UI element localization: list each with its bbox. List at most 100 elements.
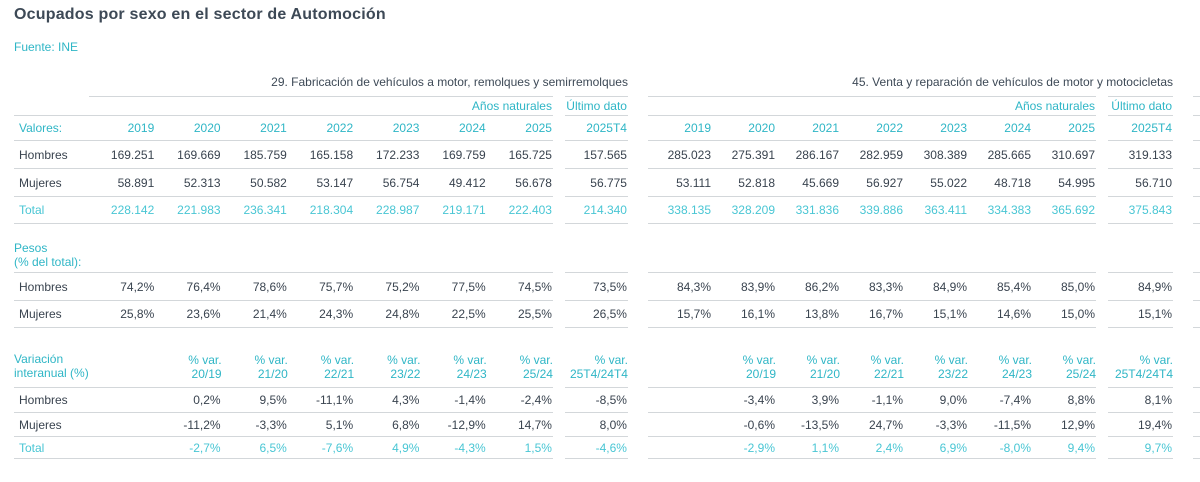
cell-value: -11,1% [287,387,355,412]
row-label: Mujeres [14,412,89,436]
cell-value: -1,1% [840,387,904,412]
text-line: 25/24 [522,367,553,381]
cell-value: 77,5% [420,272,487,300]
cell-value: 9,7% [1108,436,1173,459]
cell-value: 73,5% [564,272,628,300]
col-header-year: 2020 [155,115,222,140]
text-line: Variación [14,352,64,366]
var-col-header: % var. 24/23 [420,328,486,387]
cell-value: 84,9% [904,272,968,300]
text-line: % var. [519,353,553,367]
cell-value: 15,7% [648,300,712,328]
row-label: Total [14,196,89,224]
cell-value: 56.927 [840,168,904,196]
cell-value: 83,3% [840,272,904,300]
cell-value: 8,1% [1108,387,1173,412]
cell-value: 285.023 [648,140,712,168]
col-header-year: 2024 [420,115,487,140]
row-label: Hombres [14,272,89,300]
col-header-year: 2023 [354,115,421,140]
cell-value: 24,7% [840,412,904,436]
cell-value: -3,3% [904,412,968,436]
text-line: interanual (%) [14,366,89,380]
text-line: 20/19 [191,367,222,381]
line-stub [1193,436,1200,459]
empty-cell [648,412,712,436]
var-col-header: % var. 21/20 [222,328,288,387]
text-line: 22/21 [873,367,904,381]
text-line: % var. [934,353,968,367]
cell-value: 16,1% [712,300,776,328]
cell-value: 308.389 [904,140,968,168]
cell-value: 310.697 [1032,140,1096,168]
cell-value: 48.718 [968,168,1032,196]
valores-label: Valores: [14,115,89,140]
text-line: (% del total): [14,255,82,269]
cell-value: 74,2% [89,272,156,300]
cell-value: 14,6% [968,300,1032,328]
cell-value: 236.341 [221,196,288,224]
line-stub [1193,196,1200,224]
anos-naturales-label: Años naturales [648,96,1096,115]
text-line: 22/21 [324,367,355,381]
cell-value: 169.759 [420,140,487,168]
cell-value: 15,1% [904,300,968,328]
cell-value: -11,5% [968,412,1032,436]
cell-value: 6,8% [354,412,421,436]
text-line: Pesos [14,241,48,255]
cell-value: 19,4% [1108,412,1173,436]
cell-value: 334.383 [968,196,1032,224]
cell-value: 9,5% [221,387,288,412]
cell-value: -8,5% [564,387,628,412]
cell-value: 339.886 [840,196,904,224]
cell-value: -0,6% [712,412,776,436]
anos-naturales-label: Años naturales [89,96,553,115]
text-line: % var. [998,353,1032,367]
cell-value: 218.304 [287,196,355,224]
cell-value: 53.111 [648,168,712,196]
cell-value: 157.565 [564,140,628,168]
cell-value: 54.995 [1032,168,1096,196]
variacion-block-label: Variación interanual (%) [14,328,155,387]
cell-value: 84,3% [648,272,712,300]
cell-value: 363.411 [904,196,968,224]
cell-value: -1,4% [420,387,487,412]
cell-value: 3,9% [776,387,840,412]
empty-cell [89,387,156,412]
line-stub [1193,168,1200,196]
text-line: 25T4/24T4 [569,367,628,381]
col-header-ultimo: 2025T4 [564,115,628,140]
text-line: 24/23 [1001,367,1032,381]
text-line: % var. [1139,353,1173,367]
var-col-header: % var. 22/21 [840,328,904,387]
cell-value: 83,9% [712,272,776,300]
cell-value: 165.725 [486,140,553,168]
cell-value: 1,5% [486,436,553,459]
var-col-header: % var. 25/24 [487,328,553,387]
var-col-header: % var. 22/21 [288,328,354,387]
cell-value: 45.669 [776,168,840,196]
col-header-year: 2020 [712,115,776,140]
cell-value: 52.313 [155,168,222,196]
col-header-year: 2023 [904,115,968,140]
text-line: % var. [188,353,222,367]
cell-value: -4,6% [564,436,628,459]
var-col-header-ultimo: % var. 25T4/24T4 [1108,328,1173,387]
text-line: 20/19 [745,367,776,381]
cell-value: 15,1% [1108,300,1173,328]
cell-value: 53.147 [287,168,355,196]
col-header-year: 2025 [1032,115,1096,140]
cell-value: 56.775 [564,168,628,196]
empty-cell [648,387,712,412]
cell-value: 56.754 [354,168,421,196]
cell-value: 74,5% [486,272,553,300]
cell-value: 9,4% [1032,436,1096,459]
cell-value: 221.983 [155,196,222,224]
cell-value: -7,6% [287,436,355,459]
col-header-year: 2024 [968,115,1032,140]
cell-value: 76,4% [155,272,222,300]
cell-value: 23,6% [155,300,222,328]
text-line: % var. [870,353,904,367]
cell-value: 84,9% [1108,272,1173,300]
text-line: % var. [254,353,288,367]
